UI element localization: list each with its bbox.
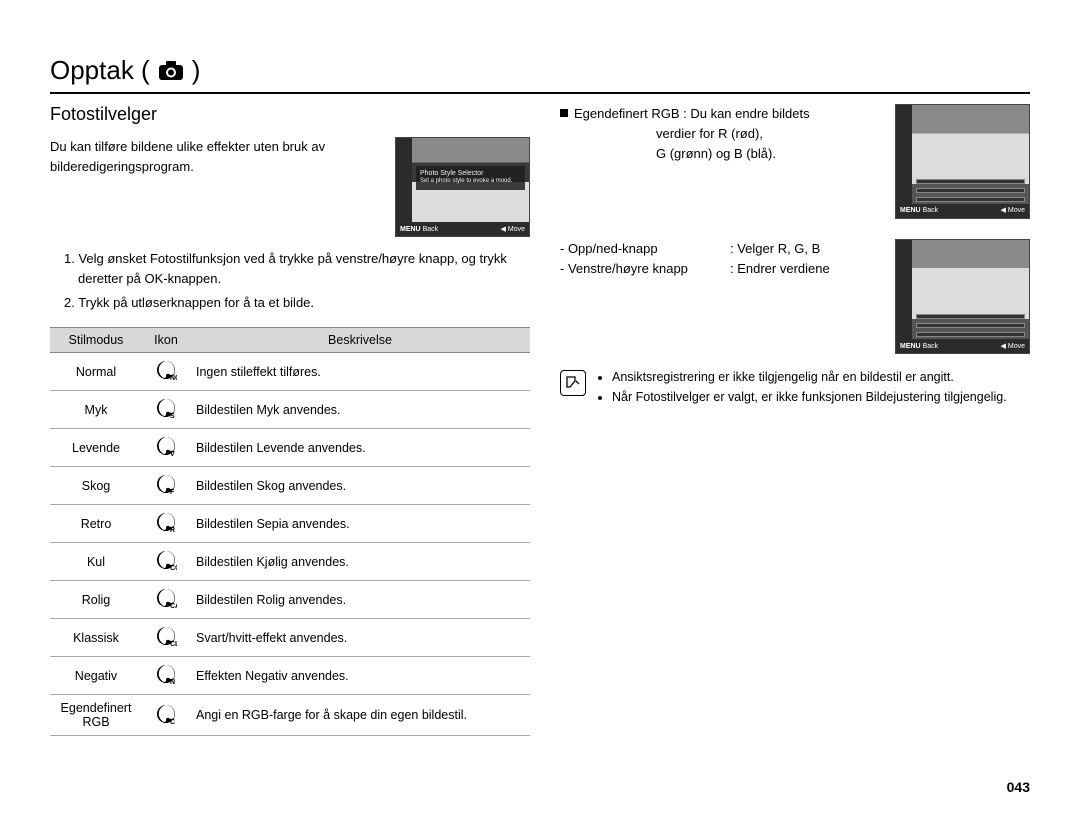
thumb-msg-sub: Set a photo style to evoke a mood. xyxy=(420,178,521,185)
cell-desc: Ingen stileffekt tilføres. xyxy=(190,353,530,391)
screenshot-thumb-rgb-1: MENU Back ◀ Move xyxy=(895,104,1030,219)
cell-icon: C xyxy=(142,695,190,736)
screenshot-thumb-rgb-2: MENU Back ◀ Move xyxy=(895,239,1030,354)
svg-text:CO: CO xyxy=(170,565,177,571)
cell-icon: CA xyxy=(142,581,190,619)
svg-text:V: V xyxy=(170,451,175,457)
cell-mode: Myk xyxy=(50,391,142,429)
note-icon xyxy=(560,370,586,396)
cell-icon: CL xyxy=(142,619,190,657)
svg-text:S: S xyxy=(170,413,175,419)
th-icon: Ikon xyxy=(142,328,190,353)
palette-icon: NOR xyxy=(155,359,177,381)
cell-icon: NOR xyxy=(142,353,190,391)
screenshot-thumb-left: Photo Style Selector Set a photo style t… xyxy=(395,137,530,237)
page-number: 043 xyxy=(1007,779,1030,795)
title-suffix: ) xyxy=(192,55,201,86)
cell-desc: Effekten Negativ anvendes. xyxy=(190,657,530,695)
cell-mode: Normal xyxy=(50,353,142,391)
intro-text: Du kan tilføre bildene ulike effekter ut… xyxy=(50,137,385,237)
step-2: 2. Trykk på utløserknappen for å ta et b… xyxy=(64,293,530,313)
cell-mode: Egendefinert RGB xyxy=(50,695,142,736)
cell-icon: CO xyxy=(142,543,190,581)
thumb-msg-title: Photo Style Selector xyxy=(420,170,521,178)
camera-icon xyxy=(158,61,184,81)
cell-desc: Bildestilen Myk anvendes. xyxy=(190,391,530,429)
cell-desc: Bildestilen Sepia anvendes. xyxy=(190,505,530,543)
cell-icon: S xyxy=(142,391,190,429)
cell-mode: Negativ xyxy=(50,657,142,695)
table-row: Normal NOR Ingen stileffekt tilføres. xyxy=(50,353,530,391)
cell-mode: Rolig xyxy=(50,581,142,619)
cell-mode: Skog xyxy=(50,467,142,505)
cell-desc: Bildestilen Kjølig anvendes. xyxy=(190,543,530,581)
table-row: Kul CO Bildestilen Kjølig anvendes. xyxy=(50,543,530,581)
th-desc: Beskrivelse xyxy=(190,328,530,353)
svg-text:NOR: NOR xyxy=(170,375,177,381)
th-mode: Stilmodus xyxy=(50,328,142,353)
cell-desc: Bildestilen Rolig anvendes. xyxy=(190,581,530,619)
palette-icon: R xyxy=(155,511,177,533)
section-heading: Fotostilvelger xyxy=(50,104,530,125)
svg-text:C: C xyxy=(170,719,175,725)
left-column: Fotostilvelger Du kan tilføre bildene ul… xyxy=(50,104,530,736)
note-1: Ansiktsregistrering er ikke tilgjengelig… xyxy=(612,368,1007,386)
cell-icon: V xyxy=(142,429,190,467)
cell-mode: Klassisk xyxy=(50,619,142,657)
cell-desc: Angi en RGB-farge for å skape din egen b… xyxy=(190,695,530,736)
table-row: Rolig CA Bildestilen Rolig anvendes. xyxy=(50,581,530,619)
cell-mode: Levende xyxy=(50,429,142,467)
cell-icon: F xyxy=(142,467,190,505)
cell-icon: N xyxy=(142,657,190,695)
palette-icon: C xyxy=(155,703,177,725)
step-1: 1. Velg ønsket Fotostilfunksjon ved å tr… xyxy=(64,249,530,289)
svg-text:R: R xyxy=(170,527,175,533)
square-bullet-icon xyxy=(560,109,568,117)
steps-list: 1. Velg ønsket Fotostilfunksjon ved å tr… xyxy=(64,249,530,313)
palette-icon: CL xyxy=(155,625,177,647)
cell-mode: Kul xyxy=(50,543,142,581)
note-box: Ansiktsregistrering er ikke tilgjengelig… xyxy=(560,368,1030,408)
cell-mode: Retro xyxy=(50,505,142,543)
palette-icon: S xyxy=(155,397,177,419)
palette-icon: V xyxy=(155,435,177,457)
svg-text:CL: CL xyxy=(170,641,177,647)
table-row: Levende V Bildestilen Levende anvendes. xyxy=(50,429,530,467)
svg-text:CA: CA xyxy=(170,603,177,609)
page-title: Opptak ( ) xyxy=(50,55,1030,94)
table-row: Myk S Bildestilen Myk anvendes. xyxy=(50,391,530,429)
title-prefix: Opptak ( xyxy=(50,55,150,86)
palette-icon: CO xyxy=(155,549,177,571)
table-row: Negativ N Effekten Negativ anvendes. xyxy=(50,657,530,695)
palette-icon: CA xyxy=(155,587,177,609)
svg-text:F: F xyxy=(170,489,175,495)
cell-desc: Bildestilen Levende anvendes. xyxy=(190,429,530,467)
rgb-lead: Egendefinert RGB : Du kan endre bildets xyxy=(574,106,810,121)
table-row: Klassisk CL Svart/hvitt-effekt anvendes. xyxy=(50,619,530,657)
style-table: Stilmodus Ikon Beskrivelse Normal NOR Inge… xyxy=(50,327,530,736)
palette-icon: F xyxy=(155,473,177,495)
cell-desc: Bildestilen Skog anvendes. xyxy=(190,467,530,505)
cell-icon: R xyxy=(142,505,190,543)
palette-icon: N xyxy=(155,663,177,685)
table-row: Egendefinert RGB C Angi en RGB-farge for å… xyxy=(50,695,530,736)
cell-desc: Svart/hvitt-effekt anvendes. xyxy=(190,619,530,657)
table-row: Skog F Bildestilen Skog anvendes. xyxy=(50,467,530,505)
svg-text:N: N xyxy=(170,679,175,685)
note-2: Når Fotostilvelger er valgt, er ikke fun… xyxy=(612,388,1007,406)
table-row: Retro R Bildestilen Sepia anvendes. xyxy=(50,505,530,543)
right-column: MENU Back ◀ Move Egendefinert RGB : Du k… xyxy=(560,104,1030,736)
